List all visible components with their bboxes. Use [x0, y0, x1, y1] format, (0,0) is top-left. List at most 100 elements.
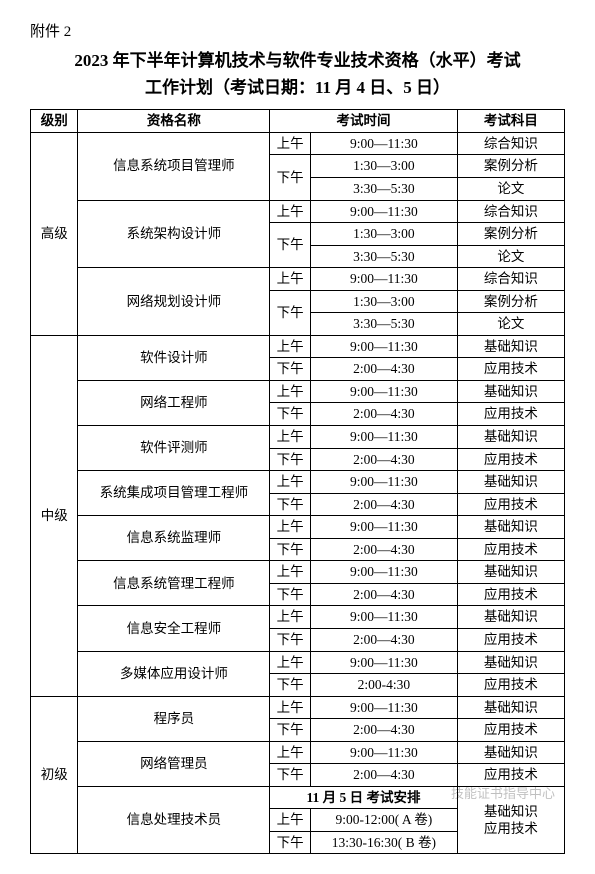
time-cell: 2:00—4:30 — [310, 719, 457, 742]
page-title: 2023 年下半年计算机技术与软件专业技术资格（水平）考试 工作计划（考试日期：… — [30, 47, 565, 101]
subject-cell: 基础知识 — [457, 696, 564, 719]
time-cell: 9:00—11:30 — [310, 268, 457, 291]
subject-cell: 案例分析 — [457, 290, 564, 313]
time-cell: 9:00—11:30 — [310, 741, 457, 764]
period-cell: 下午 — [270, 764, 311, 787]
period-cell: 下午 — [270, 155, 311, 200]
time-cell: 2:00—4:30 — [310, 403, 457, 426]
qual-name: 网络工程师 — [78, 380, 270, 425]
subject-cell: 论文 — [457, 178, 564, 201]
table-row: 信息系统监理师 上午 9:00—11:30 基础知识 — [31, 516, 565, 539]
header-subject: 考试科目 — [457, 110, 564, 133]
period-cell: 上午 — [270, 809, 311, 832]
period-cell: 上午 — [270, 606, 311, 629]
time-cell: 2:00-4:30 — [310, 674, 457, 697]
period-cell: 下午 — [270, 448, 311, 471]
subject-cell: 基础知识 — [457, 335, 564, 358]
table-row: 网络规划设计师 上午 9:00—11:30 综合知识 — [31, 268, 565, 291]
subject-cell: 应用技术 — [457, 583, 564, 606]
period-cell: 上午 — [270, 696, 311, 719]
period-cell: 下午 — [270, 538, 311, 561]
period-cell: 下午 — [270, 493, 311, 516]
subject-cell: 案例分析 — [457, 155, 564, 178]
time-cell: 9:00—11:30 — [310, 561, 457, 584]
subject-cell: 基础知识 — [457, 561, 564, 584]
period-cell: 下午 — [270, 719, 311, 742]
subject-cell: 应用技术 — [457, 448, 564, 471]
qual-name: 系统集成项目管理工程师 — [78, 471, 270, 516]
time-cell: 2:00—4:30 — [310, 538, 457, 561]
table-row: 信息处理技术员 11 月 5 日 考试安排 基础知识 应用技术 — [31, 786, 565, 809]
subject-cell: 应用技术 — [457, 493, 564, 516]
time-cell: 9:00—11:30 — [310, 696, 457, 719]
qual-name: 系统架构设计师 — [78, 200, 270, 268]
exam-schedule-table: 级别 资格名称 考试时间 考试科目 高级 信息系统项目管理师 上午 9:00—1… — [30, 109, 565, 854]
subject-cell: 基础知识 — [457, 606, 564, 629]
table-row: 中级 软件设计师 上午 9:00—11:30 基础知识 — [31, 335, 565, 358]
attachment-label: 附件 2 — [30, 20, 565, 41]
time-cell: 2:00—4:30 — [310, 493, 457, 516]
period-cell: 下午 — [270, 628, 311, 651]
subject-cell: 应用技术 — [457, 628, 564, 651]
qual-name: 软件评测师 — [78, 426, 270, 471]
table-row: 高级 信息系统项目管理师 上午 9:00—11:30 综合知识 — [31, 132, 565, 155]
time-cell: 3:30—5:30 — [310, 313, 457, 336]
period-cell: 下午 — [270, 831, 311, 854]
time-cell: 3:30—5:30 — [310, 178, 457, 201]
period-cell: 上午 — [270, 268, 311, 291]
qual-name: 软件设计师 — [78, 335, 270, 380]
time-cell: 9:00—11:30 — [310, 380, 457, 403]
time-cell: 1:30—3:00 — [310, 223, 457, 246]
subject-cell: 基础知识 — [457, 651, 564, 674]
period-cell: 下午 — [270, 358, 311, 381]
period-cell: 下午 — [270, 403, 311, 426]
period-cell: 上午 — [270, 561, 311, 584]
subject-cell: 论文 — [457, 245, 564, 268]
time-cell: 3:30—5:30 — [310, 245, 457, 268]
period-cell: 下午 — [270, 674, 311, 697]
time-cell: 9:00—11:30 — [310, 516, 457, 539]
level-junior: 初级 — [31, 696, 78, 854]
qual-name: 网络管理员 — [78, 741, 270, 786]
subject-cell: 基础知识 — [457, 471, 564, 494]
time-cell: 9:00—11:30 — [310, 426, 457, 449]
header-qname: 资格名称 — [78, 110, 270, 133]
table-row: 初级 程序员 上午 9:00—11:30 基础知识 — [31, 696, 565, 719]
time-cell: 1:30—3:00 — [310, 290, 457, 313]
qual-name: 信息系统项目管理师 — [78, 132, 270, 200]
subject-cell: 基础知识 应用技术 — [457, 786, 564, 854]
period-cell: 上午 — [270, 741, 311, 764]
special-subject-1: 基础知识 — [462, 803, 560, 821]
qual-name: 信息安全工程师 — [78, 606, 270, 651]
time-cell: 2:00—4:30 — [310, 358, 457, 381]
period-cell: 上午 — [270, 132, 311, 155]
time-cell: 1:30—3:00 — [310, 155, 457, 178]
subject-cell: 基础知识 — [457, 380, 564, 403]
table-row: 多媒体应用设计师 上午 9:00—11:30 基础知识 — [31, 651, 565, 674]
period-cell: 上午 — [270, 471, 311, 494]
period-cell: 上午 — [270, 426, 311, 449]
table-row: 软件评测师 上午 9:00—11:30 基础知识 — [31, 426, 565, 449]
table-row: 信息系统管理工程师 上午 9:00—11:30 基础知识 — [31, 561, 565, 584]
period-cell: 上午 — [270, 200, 311, 223]
level-senior: 高级 — [31, 132, 78, 335]
time-cell: 2:00—4:30 — [310, 764, 457, 787]
subject-cell: 基础知识 — [457, 516, 564, 539]
level-mid: 中级 — [31, 335, 78, 696]
subject-cell: 应用技术 — [457, 358, 564, 381]
period-cell: 下午 — [270, 223, 311, 268]
header-level: 级别 — [31, 110, 78, 133]
table-row: 网络管理员 上午 9:00—11:30 基础知识 — [31, 741, 565, 764]
subject-cell: 综合知识 — [457, 132, 564, 155]
qual-name: 网络规划设计师 — [78, 268, 270, 336]
subject-cell: 案例分析 — [457, 223, 564, 246]
qual-name: 信息系统管理工程师 — [78, 561, 270, 606]
subject-cell: 应用技术 — [457, 403, 564, 426]
subject-cell: 基础知识 — [457, 741, 564, 764]
time-cell: 2:00—4:30 — [310, 628, 457, 651]
subject-cell: 综合知识 — [457, 200, 564, 223]
period-cell: 上午 — [270, 335, 311, 358]
qual-name: 信息处理技术员 — [78, 786, 270, 854]
subject-cell: 应用技术 — [457, 719, 564, 742]
subject-cell: 应用技术 — [457, 674, 564, 697]
